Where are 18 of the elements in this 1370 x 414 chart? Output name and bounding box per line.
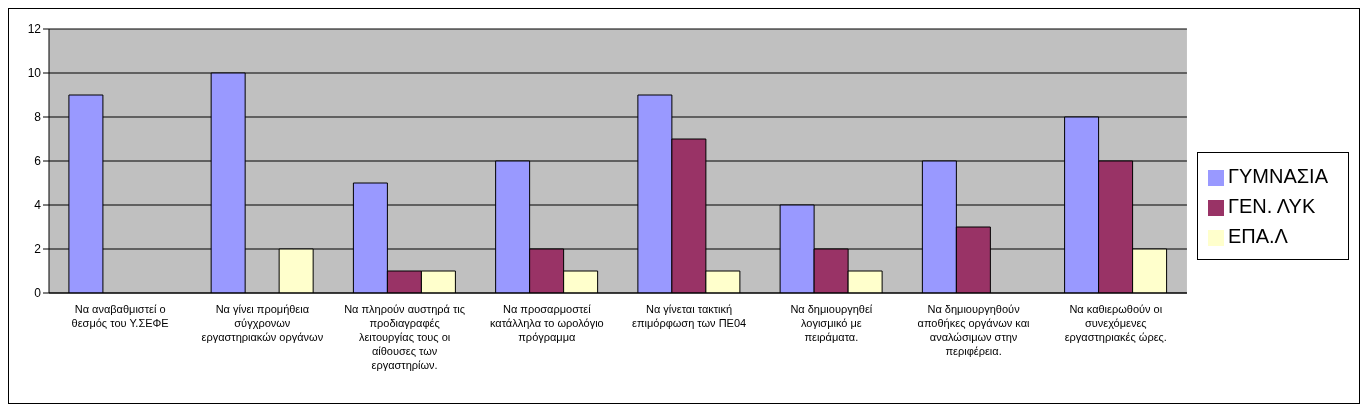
y-tick-label: 8 (34, 110, 42, 125)
legend-label: ΓΕΝ. ΛΥΚ (1227, 195, 1316, 217)
x-tick-label: Να πληρούν αυστηρά τις προδιαγραφές λειτουργίας τους οι αίθουσες των εργαστηρίων. (344, 303, 466, 371)
legend-label: ΕΠΑ.Λ (1227, 225, 1288, 247)
y-tick-label: 10 (27, 66, 42, 81)
x-tick-label: Να δημιουργηθεί λογισμικό με πειράματα. (790, 303, 873, 343)
x-tick-label: Να αναβαθμιστεί ο θεσμός του Υ.ΣΕΦΕ (71, 303, 169, 329)
y-tick-label: 4 (34, 198, 42, 213)
y-tick-label: 6 (34, 154, 42, 169)
x-tick-label: Να προσαρμοστεί κατάλληλα το ωρολόγιο πρόγραμμα (489, 303, 604, 343)
x-tick-label: Να γίνεται τακτική επιμόρφωση των ΠΕ04 (632, 303, 747, 329)
x-tick-label: Να γίνει προμήθεια σύγχρονων εργαστηριακών οργάνων (201, 303, 324, 343)
y-tick-label: 2 (34, 242, 42, 257)
legend-label: ΓΥΜΝΑΣΙΑ (1227, 165, 1328, 187)
x-tick-label: Να δημιουργηθούν αποθήκες οργάνων και αναλώσιμων στην περιφέρεια. (917, 303, 1031, 357)
x-tick-label: Να καθιερωθούν οι συνεχόμενες εργαστηριακές ώρες. (1064, 303, 1167, 343)
y-tick-label: 0 (34, 286, 42, 301)
y-tick-label: 12 (27, 22, 42, 37)
